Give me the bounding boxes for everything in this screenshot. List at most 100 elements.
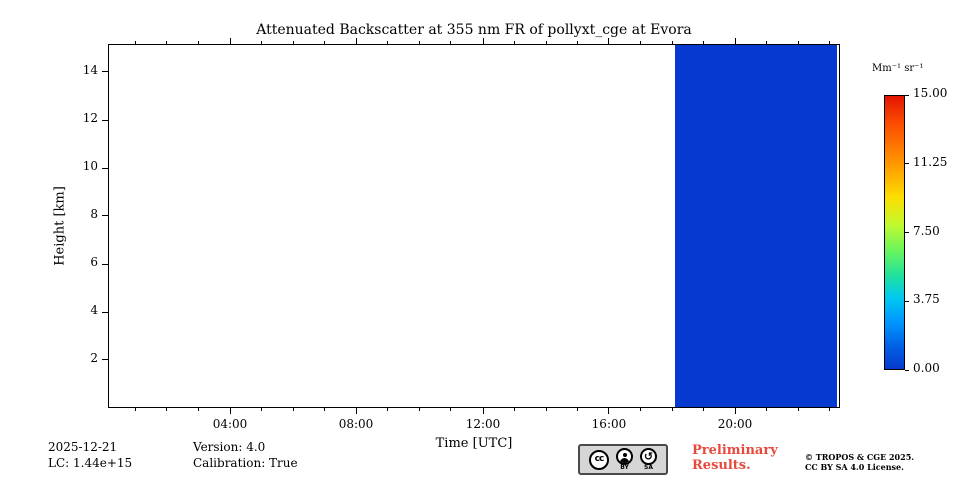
y-major-tick [102, 311, 108, 313]
x-major-tick [608, 408, 610, 414]
cc-license-badge: cc BY ↺ SA [578, 444, 668, 475]
x-minor-tick-top [197, 41, 199, 44]
colorbar-tick [905, 300, 909, 302]
preliminary-line2: Results. [692, 458, 751, 473]
cc-icon-text: cc [594, 454, 605, 464]
x-minor-tick [671, 408, 673, 411]
x-minor-tick-top [797, 41, 799, 44]
y-tick-label: 8 [90, 206, 98, 221]
x-minor-tick-top [418, 41, 420, 44]
y-tick-label: 12 [82, 111, 98, 125]
x-minor-tick [387, 408, 389, 411]
colorbar [884, 95, 905, 370]
x-major-tick [229, 408, 231, 414]
x-major-tick [734, 408, 736, 414]
colorbar-tick-label: 15.00 [913, 86, 948, 100]
footer-lidar-constant: LC: 1.44e+15 [48, 456, 133, 470]
x-tick-label: 04:00 [212, 417, 248, 431]
footer-version: Version: 4.0 [193, 440, 266, 454]
cc-by-block: BY [616, 448, 633, 471]
y-tick-label: 10 [82, 159, 98, 173]
y-major-tick [102, 215, 108, 217]
colorbar-tick-label: 7.50 [913, 223, 940, 238]
y-major-tick [102, 359, 108, 361]
cc-by-person-icon [616, 448, 633, 465]
copyright-line2: CC BY SA 4.0 License. [805, 462, 904, 472]
x-minor-tick [292, 408, 294, 411]
chart-title: Attenuated Backscatter at 355 nm FR of p… [256, 22, 692, 38]
x-major-tick-top [229, 38, 231, 44]
x-minor-tick-top [324, 41, 326, 44]
colorbar-tick [905, 94, 909, 96]
colorbar-tick [905, 232, 909, 233]
cc-sa-label: SA [644, 464, 653, 471]
y-major-tick [102, 119, 108, 121]
x-major-tick [355, 408, 357, 414]
x-minor-tick-top [703, 41, 705, 44]
x-minor-tick [166, 408, 168, 411]
y-tick-label: 2 [90, 350, 98, 365]
x-minor-tick-top [387, 41, 389, 44]
y-tick-label: 6 [90, 255, 98, 269]
x-minor-tick-top [545, 41, 547, 44]
y-tick-label: 14 [82, 62, 98, 77]
x-minor-tick [450, 408, 452, 411]
x-minor-tick [829, 408, 831, 411]
colorbar-unit-label: Mm⁻¹ sr⁻¹ [872, 63, 924, 74]
x-minor-tick [134, 408, 136, 411]
x-major-tick-top [482, 38, 484, 44]
cc-icon: cc [589, 449, 609, 470]
preliminary-note: Preliminary Results. [692, 443, 778, 473]
x-minor-tick [766, 408, 767, 411]
colorbar-tick-label: 0.00 [913, 361, 940, 375]
y-major-tick [102, 263, 108, 265]
colorbar-tick-label: 3.75 [913, 292, 940, 307]
y-tick-label: 4 [90, 303, 98, 317]
x-minor-tick-top [261, 41, 262, 44]
x-minor-tick [545, 408, 547, 411]
data-region [674, 45, 837, 407]
x-minor-tick-top [671, 41, 673, 44]
x-tick-label: 12:00 [465, 417, 501, 431]
x-minor-tick-top [292, 41, 294, 44]
x-minor-tick-top [829, 41, 831, 44]
footer-calibration: Calibration: True [193, 456, 298, 470]
x-minor-tick [197, 408, 199, 411]
y-axis-label: Height [km] [52, 186, 68, 266]
x-minor-tick-top [134, 41, 136, 44]
x-major-tick [482, 408, 484, 414]
x-major-tick-top [355, 38, 357, 44]
x-minor-tick [418, 408, 420, 411]
x-minor-tick-top [577, 41, 578, 44]
x-major-tick-top [608, 38, 610, 44]
colorbar-tick [905, 163, 909, 165]
footer-date: 2025-12-21 [48, 440, 118, 454]
x-minor-tick-top [514, 41, 516, 44]
x-tick-label: 20:00 [717, 417, 753, 431]
cc-sa-arrow-icon: ↺ [640, 448, 657, 465]
y-major-tick [102, 71, 108, 73]
x-minor-tick [577, 408, 578, 411]
copyright-note: © TROPOS & CGE 2025. CC BY SA 4.0 Licens… [805, 452, 914, 472]
colorbar-gradient [885, 96, 904, 369]
y-major-tick [102, 167, 108, 169]
x-tick-label: 16:00 [591, 417, 627, 431]
x-minor-tick-top [450, 41, 452, 44]
x-major-tick-top [734, 38, 736, 44]
cc-by-label: BY [620, 464, 629, 471]
x-minor-tick [797, 408, 799, 411]
x-minor-tick-top [766, 41, 767, 44]
x-tick-label: 08:00 [338, 417, 374, 431]
plot-area [108, 44, 840, 408]
x-minor-tick [640, 408, 642, 411]
x-minor-tick-top [640, 41, 642, 44]
x-minor-tick [514, 408, 516, 411]
x-minor-tick-top [166, 41, 168, 44]
colorbar-tick-label: 11.25 [913, 154, 948, 169]
cc-sa-block: ↺ SA [640, 448, 657, 471]
x-axis-label: Time [UTC] [435, 436, 513, 451]
x-minor-tick [261, 408, 262, 411]
copyright-line1: © TROPOS & CGE 2025. [805, 452, 915, 462]
preliminary-line1: Preliminary [692, 443, 778, 458]
